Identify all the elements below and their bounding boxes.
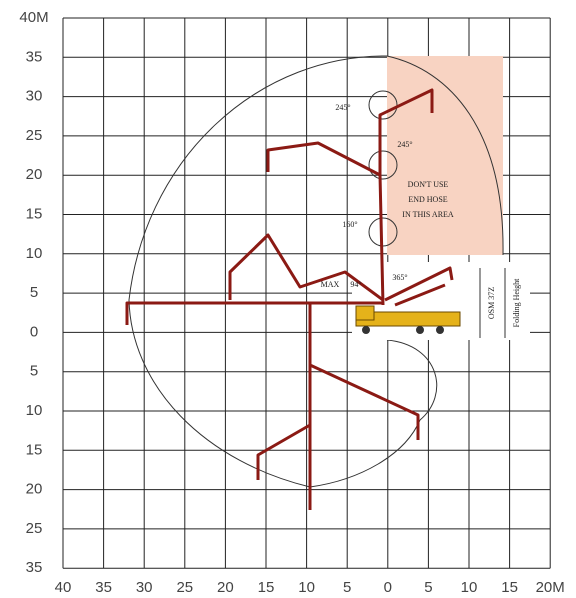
angle-circle [368,90,398,120]
y-axis-label: 15 [26,441,43,458]
x-axis-label: 5 [343,579,351,596]
y-axis-label: 5 [30,363,38,380]
x-axis-label: 15 [258,579,275,596]
angle-label: 245° [335,103,350,112]
reach-envelope-lobe [386,339,438,421]
y-axis-label: 25 [26,520,43,537]
x-axis-label: 15 [501,579,518,596]
warning-text: END HOSE [408,195,447,204]
y-axis-label: 10 [26,402,43,419]
angle-label: 365° [392,273,407,282]
restricted-area [387,56,503,255]
angle-label: 245° [397,140,412,149]
warning-text: DON'T USE [408,180,449,189]
y-axis-label: 20 [26,166,43,183]
angle-circle [368,150,398,180]
y-axis-label: 10 [26,245,43,262]
reach-envelope-right [386,55,504,256]
reach-envelope [128,55,421,488]
x-axis-label: 40 [55,579,72,596]
y-axis-label: 20 [26,481,43,498]
boom-pose [308,303,420,440]
angle-label: 160° [342,220,357,229]
model-label: OSM 37Z [487,287,496,319]
x-axis-label: 20M [536,579,565,596]
boom-pose [125,301,383,325]
boom-pose [228,233,384,302]
warning-text: IN THIS AREA [402,210,454,219]
folding-height-label: Folding Height [512,278,521,327]
y-axis-label: 5 [30,284,38,301]
angle-label: 94° [350,280,361,289]
x-axis-label: 20 [217,579,234,596]
folded-boom [384,266,454,307]
y-axis-label: 25 [26,127,43,144]
x-axis-label: 10 [461,579,478,596]
wheel [436,326,444,334]
angle-label: MAX [321,280,340,289]
y-axis-label: 0 [30,323,38,340]
y-axis-label: 15 [26,205,43,222]
y-axis-label: 35 [26,559,43,576]
y-axis-label: 40M [19,9,48,26]
boom-pose [256,423,311,480]
x-axis-label: 10 [298,579,315,596]
y-axis-label: 35 [26,48,43,65]
boom-pose [266,141,381,177]
grid: 40M 35 30 25 20 15 10 5 0 5 10 15 20 25 35 40 35 30 25 20 15… [19,9,564,596]
boom-pose [378,88,434,306]
x-axis-label: 5 [424,579,432,596]
annotations: 245° 245° 160° MAX 94° 365° DON'T USE END HOSE I… [321,103,454,289]
x-axis-label: 25 [176,579,193,596]
truck-cab [355,305,375,321]
wheel [362,326,370,334]
y-axis-label: 30 [26,88,43,105]
x-axis-label: 30 [136,579,153,596]
x-axis-label: 35 [95,579,112,596]
x-axis-label: 0 [384,579,392,596]
wheel [416,326,424,334]
